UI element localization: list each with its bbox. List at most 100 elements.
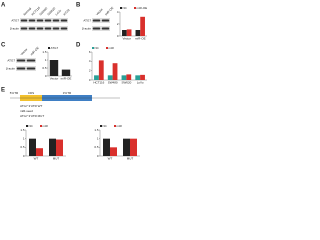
x-tick-label: SW480	[108, 80, 118, 84]
lane-label: Vector	[19, 47, 28, 56]
bar	[121, 75, 127, 80]
legend-swatch	[100, 125, 102, 127]
bar	[140, 16, 145, 36]
blot-band	[44, 19, 52, 22]
lane-label: HT29	[62, 8, 70, 16]
bar	[49, 60, 59, 76]
blot-band	[36, 19, 44, 22]
x-tick-label: miR-OE	[61, 76, 72, 80]
legend-swatch	[134, 7, 136, 9]
blot-band	[20, 27, 28, 30]
gene-region-label: 3'UTR	[63, 91, 72, 95]
panel-letter: C	[1, 43, 6, 49]
blot-frame	[16, 58, 36, 63]
x-tick-label: Vector	[122, 36, 131, 40]
blot-band	[101, 19, 110, 22]
y-tick-label: 0	[89, 78, 91, 82]
blot-band	[28, 19, 36, 22]
legend-label: NC	[95, 46, 100, 50]
x-tick-label: LoVo	[137, 80, 144, 84]
bar	[130, 138, 137, 156]
legend-swatch	[114, 125, 116, 127]
bar	[135, 75, 141, 80]
y-tick-label: 2	[89, 68, 91, 72]
bar	[122, 30, 127, 36]
y-tick-label: 0	[117, 34, 119, 38]
legend-label: miR	[43, 124, 49, 128]
y-tick-label: 2	[117, 22, 119, 26]
y-tick-label: 4	[117, 10, 119, 14]
y-tick-label: 6	[89, 50, 91, 54]
y-tick-label: 0	[97, 154, 99, 158]
blot-band	[52, 27, 60, 30]
gene-region-label: 5'UTR	[10, 91, 19, 95]
blot-frame	[16, 66, 36, 71]
x-tick-label: SW620	[121, 80, 131, 84]
panel-letter: B	[76, 3, 81, 9]
legend-swatch	[48, 47, 50, 49]
row-label: β-actin	[82, 26, 91, 30]
blot-frame	[20, 26, 68, 31]
blot-frame	[20, 18, 68, 23]
bar	[49, 138, 56, 156]
bar	[36, 148, 43, 156]
x-tick-label: HCT116	[93, 80, 104, 84]
sequence-label: miR-seed	[20, 109, 33, 113]
lane-label: Vector	[95, 7, 104, 16]
bar	[56, 139, 63, 156]
bar	[107, 75, 113, 80]
row-label: β-actin	[6, 66, 15, 70]
legend-label: miR	[117, 124, 123, 128]
bar	[110, 147, 117, 156]
y-tick-label: 1	[23, 136, 25, 140]
blot-band	[36, 27, 44, 30]
bar	[112, 63, 118, 80]
x-tick-label: MUT	[53, 156, 60, 160]
blot-frame	[92, 18, 110, 23]
bar	[135, 30, 141, 36]
lane-label: LoVo	[54, 8, 62, 16]
lane-label: miR-OE	[29, 46, 39, 56]
lane-label: SW480	[38, 6, 48, 16]
x-tick-label: WT	[108, 156, 113, 160]
lane-label: HCT116	[30, 5, 41, 16]
sequence-label: ATG7 3'UTR WT	[20, 104, 43, 108]
blot-band	[26, 59, 36, 62]
bar	[123, 138, 130, 156]
legend-swatch	[40, 125, 42, 127]
panel-letter: D	[76, 43, 81, 49]
blot-band	[20, 19, 28, 22]
blot-band	[16, 67, 26, 70]
y-tick-label: 1.5	[42, 50, 47, 54]
blot-frame	[92, 26, 110, 31]
blot-band	[44, 27, 52, 30]
lane-label: SW620	[46, 6, 56, 16]
y-tick-label: 0	[23, 154, 25, 158]
panel-letter: A	[1, 3, 6, 9]
bar	[61, 69, 71, 76]
blot-band	[92, 19, 101, 22]
x-tick-label: miR-OE	[135, 36, 146, 40]
legend-label: NC	[29, 124, 34, 128]
legend-label: ATG7	[51, 46, 59, 50]
legend-swatch	[120, 7, 122, 9]
legend-swatch	[92, 47, 94, 49]
row-label: ATG7	[11, 18, 19, 22]
blot-band	[26, 67, 36, 70]
row-label: ATG7	[83, 18, 91, 22]
legend-swatch	[106, 47, 108, 49]
y-tick-label: 1	[45, 58, 47, 62]
row-label: ATG7	[7, 58, 15, 62]
bar	[126, 74, 132, 80]
bar	[126, 29, 132, 36]
lane-label: miR-OE	[104, 6, 114, 16]
blot-band	[28, 27, 36, 30]
bar	[29, 138, 36, 156]
y-tick-label: 0.5	[20, 145, 25, 149]
blot-band	[52, 19, 60, 22]
blot-band	[92, 27, 101, 30]
bar	[94, 75, 99, 80]
y-tick-label: 0	[45, 74, 47, 78]
bar	[98, 60, 104, 80]
